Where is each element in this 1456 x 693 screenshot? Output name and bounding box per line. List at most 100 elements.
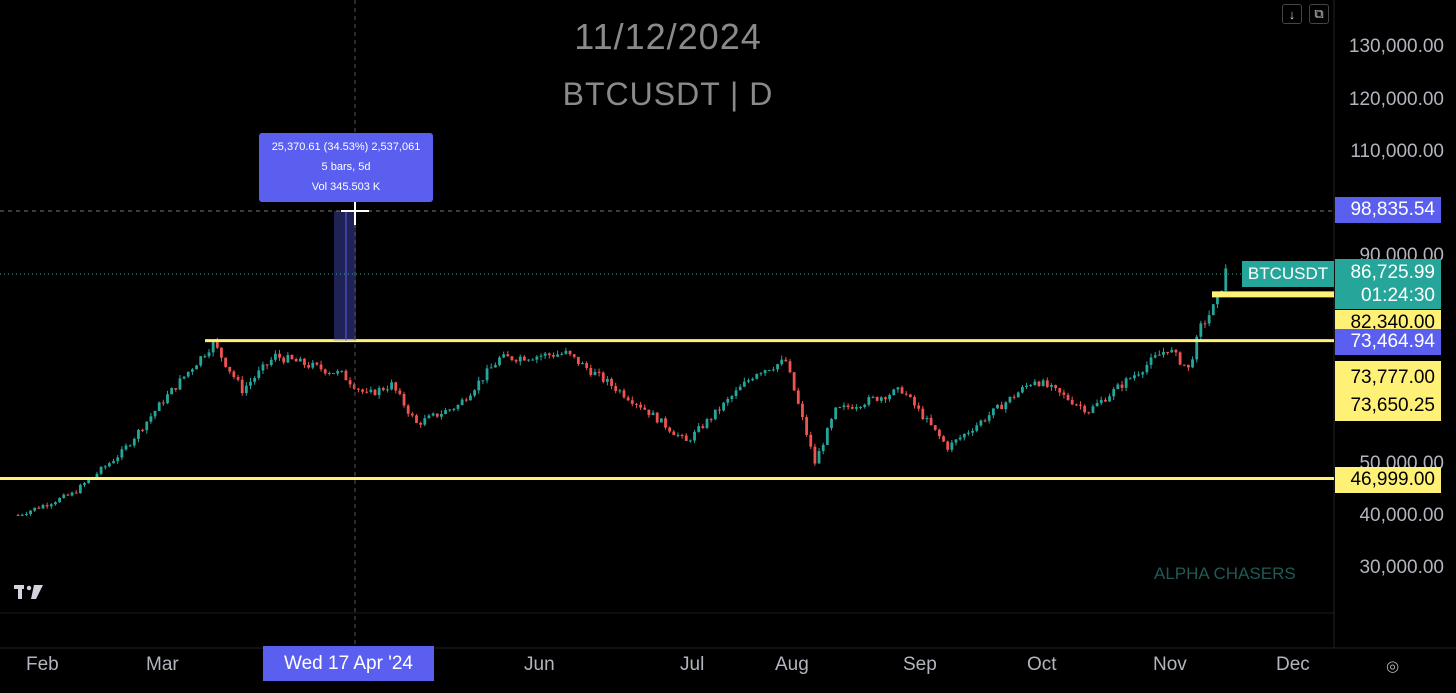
candle-body [913, 396, 916, 406]
candle-body [315, 362, 319, 365]
candle-body [643, 407, 647, 410]
candle-body [1104, 399, 1107, 402]
candle-body [589, 367, 593, 376]
candle-body [726, 399, 730, 403]
candle-body [697, 426, 701, 432]
price-label: 30,000.00 [1359, 557, 1444, 578]
candle-body [448, 409, 452, 411]
candle-body [141, 429, 144, 431]
candle-body [908, 394, 912, 397]
candle-body [1182, 364, 1186, 366]
candle-body [240, 379, 244, 394]
candle-body [249, 381, 252, 386]
candle-body [199, 356, 203, 366]
candle-body [452, 408, 456, 410]
candle-body [813, 446, 817, 464]
candle-body [1054, 385, 1057, 389]
candle-body [191, 369, 194, 372]
candle-body [838, 407, 842, 409]
arrow-down-icon[interactable]: ↓ [1282, 4, 1302, 24]
candle-body [87, 479, 91, 484]
candle-body [1116, 384, 1120, 390]
chart-date-title: 11/12/2024 [574, 16, 762, 57]
candle-body [444, 410, 447, 415]
candle-body [41, 505, 45, 509]
candle-body [290, 355, 294, 360]
candle-body [747, 380, 750, 382]
fullscreen-icon[interactable]: ⧉ [1309, 4, 1329, 24]
level-badge: 73,650.25 [1350, 395, 1435, 416]
candle-body [1066, 394, 1070, 400]
candle-body [962, 433, 966, 438]
candle-body [925, 417, 929, 420]
candle-body [684, 435, 688, 441]
candle-body [440, 414, 443, 417]
symbol-interval-title: BTCUSDT | D [562, 76, 774, 112]
candle-body [195, 365, 198, 370]
candle-body [572, 354, 576, 357]
candle-body [630, 400, 634, 404]
candle-body [116, 457, 120, 462]
candle-body [855, 407, 858, 409]
candle-body [929, 417, 933, 426]
candle-body [900, 387, 904, 394]
candle-body [850, 407, 854, 409]
candle-body [477, 380, 481, 391]
candle-body [1021, 386, 1024, 393]
candle-body [124, 445, 128, 450]
chart-overlay [0, 0, 1334, 648]
candle-body [971, 430, 974, 433]
candle-body [145, 421, 149, 431]
candle-body [469, 395, 472, 401]
candle-body [668, 427, 672, 432]
candle-body [1058, 388, 1062, 393]
candle-body [137, 429, 140, 439]
alpha-chasers-watermark: ALPHA CHASERS [1154, 564, 1296, 583]
candle-body [1008, 396, 1012, 403]
candle-body [830, 419, 833, 429]
candle-body [1145, 364, 1149, 373]
candle-body [817, 451, 821, 464]
candle-body [352, 384, 356, 389]
candle-body [564, 350, 568, 354]
candle-body [493, 365, 497, 368]
time-label: Nov [1153, 654, 1187, 675]
candle-body [535, 356, 539, 360]
candle-body [1199, 323, 1203, 337]
candle-body [344, 370, 348, 381]
last-price-badge: 86,725.99 01:24:30 [1335, 259, 1441, 309]
candle-body [1062, 392, 1066, 395]
candle-body [842, 405, 846, 408]
candle-body [626, 397, 630, 401]
candle-body [871, 396, 875, 398]
candle-body [639, 404, 642, 408]
candle-body [236, 377, 240, 380]
candle-body [58, 498, 61, 503]
candle-body [62, 494, 66, 499]
candle-body [128, 445, 132, 447]
candle-body [780, 359, 784, 365]
candle-body [120, 449, 124, 458]
time-label: Dec [1276, 654, 1310, 675]
candle-body [556, 354, 559, 357]
candle-body [336, 371, 340, 374]
candle-body [896, 387, 900, 390]
candle-body [568, 350, 572, 355]
candle-body [888, 395, 891, 400]
candle-body [415, 415, 418, 423]
candle-body [531, 359, 535, 361]
candle-body [78, 484, 82, 494]
candle-body [29, 510, 32, 515]
candle-body [543, 353, 547, 356]
candle-body [597, 371, 601, 373]
candle-body [904, 393, 908, 395]
candle-body [373, 389, 377, 396]
candle-body [1029, 384, 1033, 386]
gear-icon[interactable]: ◎ [1386, 658, 1400, 675]
measure-bars: 5 bars, 5d [321, 161, 371, 173]
candle-body [170, 388, 174, 395]
crosshair-price-badge: 98,835.54 [1335, 197, 1441, 223]
candle-body [16, 515, 20, 516]
candle-body [1141, 372, 1145, 375]
